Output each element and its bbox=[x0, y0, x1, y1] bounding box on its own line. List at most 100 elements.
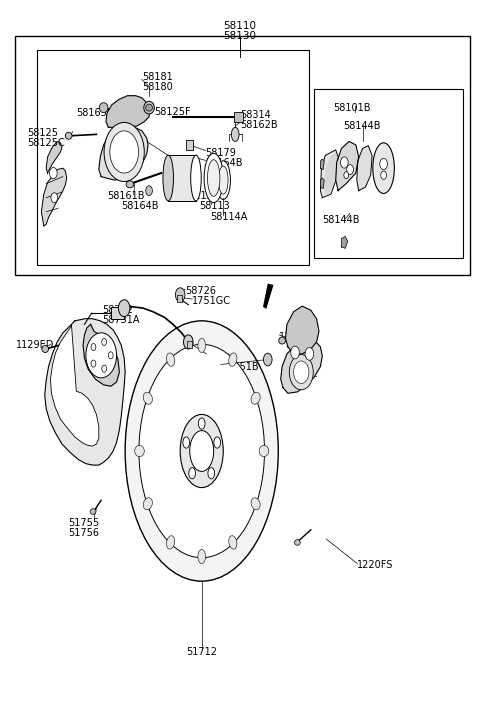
Ellipse shape bbox=[259, 446, 269, 457]
Ellipse shape bbox=[183, 437, 190, 448]
Ellipse shape bbox=[295, 539, 300, 545]
Ellipse shape bbox=[251, 498, 260, 510]
Circle shape bbox=[344, 172, 348, 178]
Circle shape bbox=[291, 346, 300, 359]
Circle shape bbox=[294, 361, 309, 384]
Polygon shape bbox=[336, 142, 359, 190]
Ellipse shape bbox=[207, 160, 220, 196]
Text: 58144B: 58144B bbox=[323, 215, 360, 225]
Bar bbox=[36, 50, 310, 264]
Ellipse shape bbox=[216, 161, 230, 200]
Ellipse shape bbox=[208, 467, 215, 479]
Text: 51712: 51712 bbox=[186, 646, 217, 656]
Circle shape bbox=[289, 355, 313, 390]
Ellipse shape bbox=[191, 155, 201, 201]
Circle shape bbox=[91, 360, 96, 367]
Circle shape bbox=[380, 159, 387, 170]
Polygon shape bbox=[321, 178, 324, 188]
Text: 1220FS: 1220FS bbox=[357, 560, 394, 570]
Bar bbox=[314, 89, 463, 257]
Polygon shape bbox=[46, 142, 62, 173]
Polygon shape bbox=[83, 324, 120, 386]
Bar bbox=[186, 140, 193, 150]
Text: 58151B: 58151B bbox=[221, 362, 259, 372]
Ellipse shape bbox=[126, 180, 134, 188]
Circle shape bbox=[305, 348, 314, 360]
Ellipse shape bbox=[251, 392, 260, 404]
Circle shape bbox=[146, 185, 153, 195]
Circle shape bbox=[86, 333, 117, 378]
Bar bbox=[234, 112, 243, 122]
Ellipse shape bbox=[42, 345, 48, 352]
Text: 58125C: 58125C bbox=[27, 137, 65, 148]
Ellipse shape bbox=[373, 143, 395, 193]
Text: 58110: 58110 bbox=[224, 21, 256, 31]
Ellipse shape bbox=[125, 321, 278, 581]
Circle shape bbox=[51, 192, 58, 202]
Ellipse shape bbox=[229, 536, 237, 549]
Text: 1129ED: 1129ED bbox=[16, 341, 54, 350]
Polygon shape bbox=[321, 159, 324, 170]
Polygon shape bbox=[341, 236, 348, 248]
Ellipse shape bbox=[214, 437, 220, 448]
Bar bbox=[15, 36, 470, 275]
Polygon shape bbox=[50, 326, 99, 446]
Ellipse shape bbox=[90, 509, 96, 515]
Text: 58130: 58130 bbox=[224, 31, 256, 41]
Circle shape bbox=[340, 157, 348, 168]
Ellipse shape bbox=[167, 536, 175, 549]
Ellipse shape bbox=[144, 102, 155, 114]
Circle shape bbox=[108, 352, 113, 359]
Ellipse shape bbox=[190, 431, 214, 472]
Text: 51756: 51756 bbox=[68, 527, 99, 538]
Circle shape bbox=[91, 343, 96, 350]
Polygon shape bbox=[281, 338, 323, 393]
Circle shape bbox=[175, 288, 185, 302]
Bar bbox=[111, 307, 124, 319]
Polygon shape bbox=[106, 96, 150, 128]
Circle shape bbox=[102, 338, 107, 345]
Text: 58164B: 58164B bbox=[205, 157, 243, 168]
Ellipse shape bbox=[180, 415, 223, 488]
Text: 58732: 58732 bbox=[103, 305, 133, 315]
Ellipse shape bbox=[167, 353, 175, 367]
Ellipse shape bbox=[198, 418, 205, 429]
Text: 58314: 58314 bbox=[240, 110, 271, 120]
Text: 51755: 51755 bbox=[68, 517, 99, 528]
Ellipse shape bbox=[279, 337, 286, 344]
Polygon shape bbox=[324, 152, 337, 196]
Text: 58164B: 58164B bbox=[121, 201, 159, 212]
Ellipse shape bbox=[65, 133, 72, 140]
Ellipse shape bbox=[99, 103, 108, 113]
Polygon shape bbox=[321, 150, 338, 197]
Bar bbox=[168, 156, 196, 201]
Text: 58144B: 58144B bbox=[343, 121, 381, 131]
Text: 1751GC: 1751GC bbox=[192, 296, 231, 306]
Text: 58114A: 58114A bbox=[210, 212, 248, 221]
Ellipse shape bbox=[218, 166, 228, 194]
Bar bbox=[177, 295, 181, 302]
Circle shape bbox=[104, 123, 144, 181]
Polygon shape bbox=[357, 146, 372, 190]
Text: 1751GC: 1751GC bbox=[186, 350, 226, 360]
Text: 58112: 58112 bbox=[182, 191, 214, 202]
Circle shape bbox=[119, 300, 130, 317]
Ellipse shape bbox=[198, 549, 205, 563]
Polygon shape bbox=[41, 168, 67, 226]
Ellipse shape bbox=[146, 104, 153, 111]
Text: 58113: 58113 bbox=[199, 201, 230, 212]
Polygon shape bbox=[45, 319, 125, 465]
Text: 58181: 58181 bbox=[142, 72, 173, 82]
Text: 58180: 58180 bbox=[142, 82, 173, 92]
Text: 58162B: 58162B bbox=[240, 120, 277, 130]
Circle shape bbox=[183, 335, 193, 349]
Circle shape bbox=[381, 171, 386, 179]
Ellipse shape bbox=[139, 344, 264, 558]
Text: 58163B: 58163B bbox=[76, 109, 114, 118]
Polygon shape bbox=[286, 306, 319, 354]
Text: 58101B: 58101B bbox=[333, 103, 371, 113]
Ellipse shape bbox=[163, 155, 173, 201]
Circle shape bbox=[264, 353, 272, 366]
Text: 1360GJ: 1360GJ bbox=[279, 332, 314, 342]
Text: 58726: 58726 bbox=[185, 286, 216, 296]
